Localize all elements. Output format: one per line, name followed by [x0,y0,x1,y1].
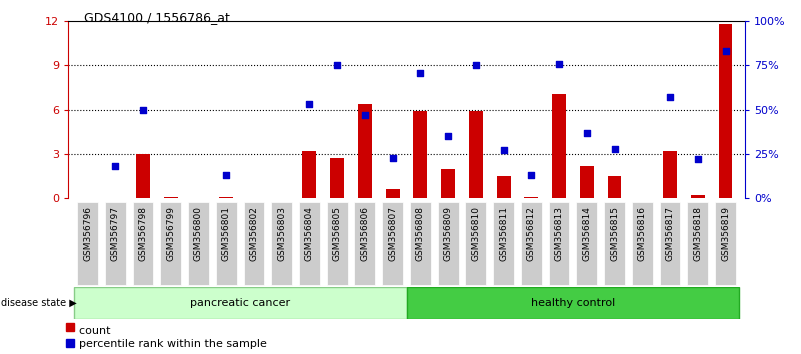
Bar [215,202,236,285]
Point [663,95,676,100]
Bar [327,202,348,285]
Text: GSM356800: GSM356800 [194,206,203,261]
Point [719,48,732,54]
Bar [244,202,264,285]
Bar [272,202,292,285]
Text: GSM356804: GSM356804 [305,206,314,261]
Bar [74,287,407,319]
Bar [358,104,372,198]
Text: GSM356811: GSM356811 [499,206,508,261]
Bar [687,202,708,285]
Bar [577,202,598,285]
Bar [355,202,376,285]
Bar [386,189,400,198]
Text: GSM356818: GSM356818 [694,206,702,261]
Text: GSM356798: GSM356798 [139,206,147,261]
Point [441,133,454,139]
Bar [188,202,209,285]
Text: pancreatic cancer: pancreatic cancer [190,298,290,308]
Text: GSM356817: GSM356817 [666,206,674,261]
Text: GSM356803: GSM356803 [277,206,286,261]
Bar [437,202,458,285]
Bar [219,197,233,198]
Bar [160,202,181,285]
Text: GSM356797: GSM356797 [111,206,119,261]
Point [525,172,537,178]
Text: GSM356796: GSM356796 [83,206,92,261]
Bar [413,111,427,198]
Bar [493,202,514,285]
Bar [163,197,178,198]
Text: GSM356810: GSM356810 [471,206,481,261]
Bar [469,111,483,198]
Bar [632,202,653,285]
Bar [604,202,625,285]
Point [137,107,150,113]
Bar [105,202,126,285]
Point [219,172,232,178]
Bar [660,202,680,285]
Point [497,148,510,153]
Point [608,146,621,152]
Point [414,70,427,75]
Point [109,164,122,169]
Text: percentile rank within the sample: percentile rank within the sample [72,339,267,349]
Bar [663,151,677,198]
Bar [497,176,510,198]
Bar [715,202,736,285]
Text: GSM356808: GSM356808 [416,206,425,261]
Bar [77,202,98,285]
Bar [303,151,316,198]
Text: GSM356815: GSM356815 [610,206,619,261]
Bar [441,169,455,198]
Text: GDS4100 / 1556786_at: GDS4100 / 1556786_at [84,11,230,24]
Text: GSM356807: GSM356807 [388,206,397,261]
Point [581,130,594,136]
Text: count: count [72,326,111,336]
Bar [299,202,320,285]
Point [359,112,372,118]
Text: GSM356816: GSM356816 [638,206,646,261]
Point [303,102,316,107]
Point [691,156,704,162]
Text: GSM356812: GSM356812 [527,206,536,261]
Bar [580,166,594,198]
Bar [549,202,570,285]
Text: GSM356809: GSM356809 [444,206,453,261]
Bar [521,202,541,285]
Text: GSM356813: GSM356813 [554,206,564,261]
Text: GSM356802: GSM356802 [249,206,259,261]
Bar [718,24,732,198]
Text: GSM356814: GSM356814 [582,206,591,261]
Text: GSM356805: GSM356805 [332,206,342,261]
Text: GSM356801: GSM356801 [222,206,231,261]
Bar [608,176,622,198]
Bar [382,202,403,285]
Point [553,61,566,67]
Point [331,63,344,68]
Bar [407,287,739,319]
Text: GSM356806: GSM356806 [360,206,369,261]
Bar [465,202,486,285]
Bar [133,202,153,285]
Text: healthy control: healthy control [531,298,615,308]
Bar [690,195,705,198]
Text: GSM356799: GSM356799 [167,206,175,261]
Point [469,63,482,68]
Bar [136,154,150,198]
Text: disease state ▶: disease state ▶ [1,298,77,308]
Text: GSM356819: GSM356819 [721,206,730,261]
Point [386,155,399,160]
Bar [552,93,566,198]
Bar [330,159,344,198]
Bar [410,202,431,285]
Bar [525,197,538,198]
